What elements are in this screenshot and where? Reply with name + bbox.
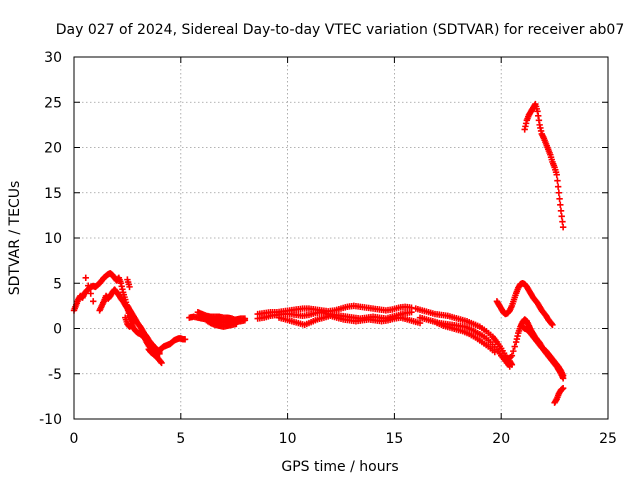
data-point-marker	[558, 213, 565, 220]
y-tick-label: 5	[53, 276, 62, 292]
series-evening-lower-b	[519, 323, 567, 379]
y-tick-label: 10	[44, 231, 62, 247]
data-point-marker	[233, 320, 240, 328]
data-point-marker	[511, 343, 518, 350]
data-point-marker	[158, 359, 165, 367]
y-tick-label: 30	[44, 50, 62, 66]
series-midday-band-c	[275, 312, 424, 329]
series-late-spike	[521, 100, 567, 231]
series-midday-band-a	[254, 302, 415, 318]
x-tick-label: 0	[70, 431, 79, 447]
data-point-marker	[510, 347, 517, 355]
y-tick-label: 15	[44, 186, 62, 202]
data-point-marker	[241, 317, 249, 324]
data-point-marker	[557, 207, 565, 215]
chart-title: Day 027 of 2024, Sidereal Day-to-day VTE…	[56, 22, 625, 38]
data-point-marker	[555, 189, 563, 196]
y-tick-label: 20	[44, 141, 62, 157]
series-early-dip	[145, 346, 165, 367]
series-evening-hump	[493, 280, 556, 329]
data-point-marker	[85, 282, 92, 289]
data-point-marker	[90, 298, 97, 305]
series-morning-flat-b	[194, 309, 249, 325]
data-point-marker	[556, 195, 563, 202]
tick-layer: 0 5 10 15 20 25 -10 -5 0 5 10 15 20 25 30	[39, 50, 617, 447]
series-early-decline-b	[124, 302, 163, 356]
data-point-marker	[559, 385, 567, 392]
data-point-marker	[491, 348, 498, 356]
series-early-outliers	[82, 274, 133, 305]
data-point-marker	[559, 223, 567, 231]
y-tick-label: 0	[53, 322, 62, 338]
data-layer	[70, 100, 567, 406]
data-point-marker	[559, 372, 567, 379]
y-tick-label: -5	[48, 367, 62, 383]
series-late-tail	[551, 385, 567, 406]
data-point-marker	[87, 290, 94, 297]
data-point-marker	[559, 218, 566, 225]
series-afternoon-c	[433, 319, 498, 356]
series-morning-flat-c	[203, 317, 240, 330]
data-point-marker	[508, 352, 516, 359]
data-point-marker	[82, 274, 89, 282]
x-tick-label: 20	[492, 431, 510, 447]
series-evening-lower	[504, 316, 567, 382]
x-tick-label: 10	[279, 431, 297, 447]
data-point-marker	[408, 309, 415, 316]
data-point-marker	[553, 171, 560, 178]
grid-layer	[74, 57, 608, 419]
x-tick-label: 15	[385, 431, 403, 447]
y-axis-label: SDTVAR / TECUs	[7, 181, 23, 296]
y-tick-label: -10	[39, 412, 62, 428]
x-axis-label: GPS time / hours	[281, 459, 398, 475]
data-point-marker	[126, 283, 133, 291]
x-tick-label: 25	[599, 431, 617, 447]
data-point-marker	[554, 183, 562, 190]
series-early-recovery	[154, 335, 189, 356]
data-point-marker	[416, 319, 424, 327]
data-point-marker	[549, 321, 556, 329]
data-point-marker	[181, 336, 189, 343]
x-tick-label: 5	[176, 431, 185, 447]
y-tick-label: 25	[44, 95, 62, 111]
data-point-marker	[554, 177, 561, 184]
series-afternoon-a	[412, 305, 516, 368]
series-early-rise	[70, 270, 138, 327]
data-point-marker	[506, 363, 513, 370]
data-point-marker	[557, 201, 564, 209]
